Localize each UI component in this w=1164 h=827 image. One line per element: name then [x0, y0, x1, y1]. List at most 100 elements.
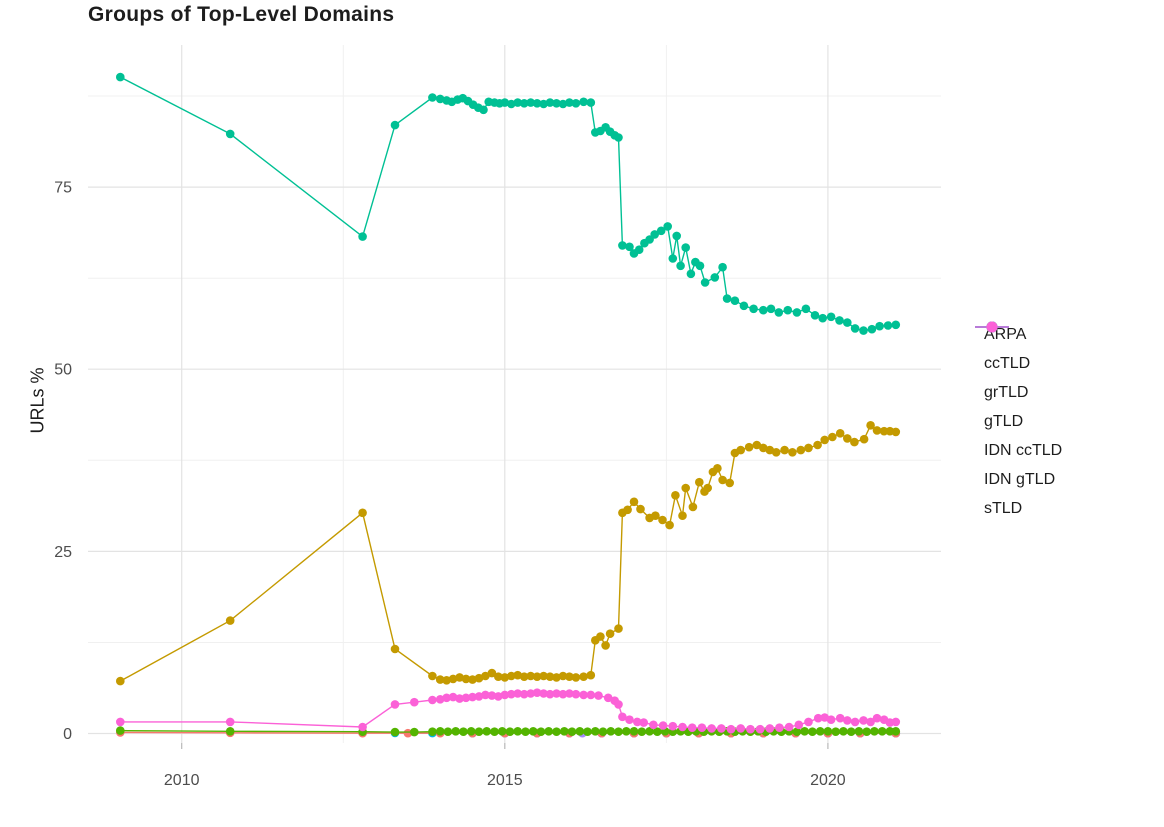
- data-point-cctld: [601, 641, 610, 650]
- data-point-gtld: [810, 311, 820, 320]
- data-point-gtld: [656, 226, 666, 236]
- data-point-stld: [687, 723, 697, 732]
- data-point-grtld: [521, 727, 530, 736]
- data-point-stld: [526, 689, 535, 698]
- data-point-stld: [442, 693, 451, 703]
- data-point-stld: [775, 723, 784, 732]
- legend-label: sTLD: [984, 499, 1023, 517]
- legend: ARPA ccTLD grTLD gTLD IDN ccTLD IDN gTLD sTLD: [974, 320, 1062, 523]
- data-point-cctld: [448, 674, 458, 684]
- data-point-stld: [461, 693, 471, 703]
- data-point-stld: [519, 689, 529, 699]
- data-point-cctld: [796, 445, 806, 455]
- data-point-grtld: [606, 727, 616, 736]
- y-tick-label: 75: [54, 180, 72, 197]
- data-point-grtld: [862, 727, 871, 736]
- data-point-cctld: [629, 497, 639, 507]
- data-point-stld: [649, 720, 658, 730]
- data-point-grtld: [870, 727, 879, 736]
- y-tick-label: 25: [54, 544, 72, 561]
- data-point-gtld: [579, 97, 588, 107]
- data-point-cctld: [665, 520, 674, 530]
- data-point-cctld: [843, 434, 852, 443]
- data-point-gtld: [730, 296, 740, 306]
- data-point-cctld: [828, 432, 837, 442]
- data-point-stld: [552, 689, 561, 698]
- data-point-stld: [765, 724, 775, 733]
- data-point-grtld: [505, 727, 515, 736]
- legend-item-stld: sTLD: [974, 321, 1062, 523]
- data-point-grtld: [846, 727, 856, 736]
- data-point-stld: [826, 715, 836, 724]
- data-point-stld: [410, 697, 419, 707]
- data-point-grtld: [831, 727, 840, 736]
- series-grtld: [116, 726, 901, 737]
- data-point-grtld: [637, 727, 647, 736]
- legend-item-idn-cctld: IDN ccTLD: [974, 321, 1062, 465]
- data-point-stld: [866, 717, 875, 727]
- data-point-grtld: [808, 727, 817, 736]
- legend-item-gtld: gTLD: [974, 321, 1062, 436]
- data-point-stld: [618, 712, 627, 722]
- data-point-cctld: [804, 443, 813, 453]
- data-point-cctld: [532, 672, 542, 681]
- data-point-grtld: [792, 727, 802, 736]
- series-stld: [116, 688, 901, 734]
- data-point-gtld: [571, 99, 581, 108]
- data-point-cctld: [539, 671, 548, 681]
- data-point-gtld: [552, 99, 561, 108]
- data-point-stld: [539, 689, 548, 698]
- data-point-cctld: [850, 437, 859, 447]
- data-point-cctld: [681, 483, 690, 493]
- data-point-cctld: [866, 421, 875, 430]
- series-line-gtld: [119, 76, 896, 332]
- data-point-cctld: [558, 671, 568, 681]
- data-point-gtld: [668, 254, 678, 263]
- data-point-gtld: [545, 98, 555, 107]
- legend-item-grtld: grTLD: [974, 321, 1062, 407]
- data-point-cctld: [813, 440, 822, 450]
- data-point-stld: [532, 688, 542, 697]
- data-point-gtld: [650, 230, 659, 239]
- data-point-stld: [755, 724, 765, 734]
- data-point-grtld: [645, 727, 654, 736]
- data-point-cctld: [820, 435, 829, 445]
- data-point-grtld: [823, 727, 833, 736]
- data-point-gtld: [710, 273, 720, 282]
- data-point-cctld: [780, 445, 789, 455]
- data-point-stld: [697, 723, 707, 732]
- data-point-grtld: [839, 727, 848, 736]
- series-cctld: [116, 421, 901, 686]
- data-point-cctld: [835, 429, 845, 438]
- data-point-grtld: [490, 727, 499, 736]
- data-point-stld: [225, 717, 235, 727]
- data-point-grtld: [459, 727, 468, 736]
- data-point-cctld: [651, 511, 660, 520]
- data-point-gtld: [618, 241, 627, 250]
- data-point-grtld: [225, 727, 235, 736]
- data-point-grtld: [497, 727, 507, 736]
- data-point-cctld: [442, 676, 451, 685]
- data-point-grtld: [474, 727, 484, 736]
- data-point-cctld: [468, 675, 477, 684]
- legend-key-point: [986, 321, 998, 333]
- data-point-stld: [455, 694, 464, 703]
- y-tick-label: 50: [54, 362, 72, 379]
- data-point-stld: [813, 713, 823, 723]
- data-point-stld: [586, 690, 596, 700]
- data-point-gtld: [500, 98, 510, 107]
- data-point-grtld: [885, 727, 895, 736]
- legend-label: IDN gTLD: [984, 470, 1056, 488]
- data-point-stld: [116, 717, 125, 727]
- data-point-gtld: [695, 261, 705, 271]
- data-point-stld: [481, 690, 490, 700]
- data-point-stld: [891, 717, 901, 727]
- y-tick-label: 0: [63, 726, 72, 743]
- data-point-gtld: [783, 305, 793, 315]
- data-point-grtld: [482, 727, 492, 736]
- series-gtld: [116, 72, 901, 335]
- data-point-gtld: [513, 98, 522, 107]
- data-point-grtld: [560, 727, 569, 736]
- data-point-stld: [804, 717, 813, 727]
